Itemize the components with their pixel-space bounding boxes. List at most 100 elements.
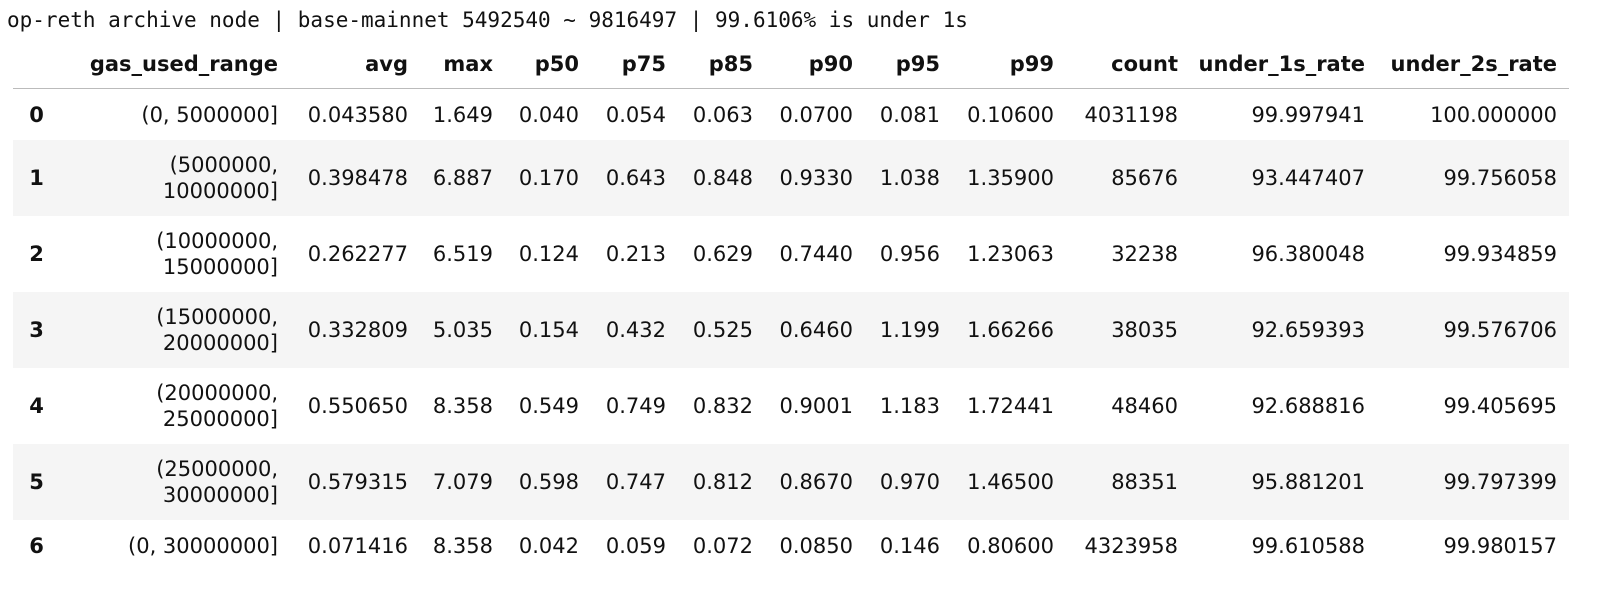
table-cell: 0.970 — [865, 444, 952, 520]
table-cell: 6.519 — [432, 242, 493, 266]
table-row: 6 (0, 30000000] 0.071416 8.358 0.042 0.059 0.0… — [13, 520, 1569, 571]
table-cell: 5.035 — [420, 292, 505, 368]
row-index: 0 — [29, 102, 44, 127]
table-cell: 0.749 — [605, 394, 666, 418]
column-header: p85 — [678, 40, 765, 89]
table-cell: 1.199 — [865, 292, 952, 368]
table-cell: 99.405695 — [1443, 394, 1557, 418]
table-cell: 0.072 — [692, 533, 753, 558]
table-cell: 1.72441 — [967, 394, 1054, 418]
output-title: op-reth archive node | base-mainnet 5492… — [7, 8, 968, 32]
table-cell: 0.043580 — [307, 102, 408, 127]
table-cell: 0.550650 — [307, 394, 408, 418]
table-cell: 96.380048 — [1251, 242, 1365, 266]
column-header: avg — [290, 40, 420, 89]
table-cell: 4031198 — [1084, 102, 1178, 127]
table-cell: 0.7440 — [779, 242, 853, 266]
table-cell: 0.549 — [518, 394, 579, 418]
table-row: 0 (0, 5000000] 0.043580 1.649 0.040 0.054 0.06… — [13, 89, 1569, 141]
range-text: (5000000, 10000000] — [162, 153, 278, 203]
table-cell: 0.747 — [591, 444, 678, 520]
range-cell: (5000000, 10000000] — [60, 140, 290, 216]
range-text: (10000000, 15000000] — [156, 229, 278, 279]
table-cell: 4323958 — [1084, 533, 1178, 558]
column-header: max — [420, 40, 505, 89]
table-cell: 0.598 — [505, 444, 591, 520]
table-row: 3 (15000000, 20000000] 0.332809 5.035 0.154 0… — [13, 292, 1569, 368]
table-cell: 1.23063 — [967, 242, 1054, 266]
table-cell: 99.576706 — [1377, 292, 1569, 368]
table-cell: 0.10600 — [967, 102, 1054, 127]
table-cell: 0.398478 — [290, 140, 420, 216]
table-cell: 0.8670 — [765, 444, 865, 520]
table-body: 0 (0, 5000000] 0.043580 1.649 0.040 0.054 0.06… — [13, 89, 1569, 572]
column-header: gas_used_range — [60, 40, 290, 89]
table-cell: 99.980157 — [1443, 533, 1557, 558]
table-cell: 8.358 — [432, 533, 493, 558]
range-text: (0, 30000000] — [128, 533, 278, 558]
table-cell: 0.146 — [879, 533, 940, 558]
row-index: 2 — [29, 242, 44, 266]
column-header: p50 — [505, 40, 591, 89]
table-cell: 0.081 — [879, 102, 940, 127]
table-cell: 85676 — [1066, 140, 1190, 216]
table-cell: 0.9330 — [765, 140, 865, 216]
table-cell: 0.956 — [879, 242, 940, 266]
range-text: (15000000, 20000000] — [156, 305, 278, 355]
table-cell: 0.0700 — [779, 102, 853, 127]
column-header: p90 — [765, 40, 865, 89]
table-cell: 0.848 — [678, 140, 765, 216]
table-cell: 92.688816 — [1251, 394, 1365, 418]
table-cell: 99.797399 — [1377, 444, 1569, 520]
range-cell: (20000000, 25000000] — [60, 368, 290, 444]
table-row: 2 (10000000, 15000000] 0.262277 6.519 0.124 0… — [13, 216, 1569, 292]
range-text: (20000000, 25000000] — [156, 381, 278, 431]
table-cell: 1.35900 — [952, 140, 1066, 216]
range-cell: (0, 5000000] — [60, 89, 290, 141]
range-text: (0, 5000000] — [141, 102, 278, 127]
range-text: (25000000, 30000000] — [156, 457, 278, 507]
table-cell: 99.756058 — [1377, 140, 1569, 216]
table-cell: 1.183 — [879, 394, 940, 418]
table-cell: 0.579315 — [290, 444, 420, 520]
column-header: count — [1066, 40, 1190, 89]
table-cell: 7.079 — [420, 444, 505, 520]
row-index: 6 — [29, 533, 44, 558]
table-cell: 0.432 — [591, 292, 678, 368]
range-cell: (0, 30000000] — [60, 520, 290, 571]
table-cell: 0.6460 — [765, 292, 865, 368]
table-cell: 0.80600 — [967, 533, 1054, 558]
row-index: 1 — [13, 140, 60, 216]
range-cell: (15000000, 20000000] — [60, 292, 290, 368]
table-cell: 99.997941 — [1251, 102, 1365, 127]
column-header: under_1s_rate — [1190, 40, 1377, 89]
table-cell: 0.262277 — [307, 242, 408, 266]
row-index: 4 — [29, 394, 44, 418]
table-cell: 93.447407 — [1190, 140, 1377, 216]
table-cell: 0.812 — [678, 444, 765, 520]
table-cell: 32238 — [1111, 242, 1178, 266]
table-cell: 99.610588 — [1251, 533, 1365, 558]
table-cell: 92.659393 — [1190, 292, 1377, 368]
table-cell: 0.040 — [518, 102, 579, 127]
table-cell: 0.629 — [692, 242, 753, 266]
table-cell: 0.832 — [692, 394, 753, 418]
table-cell: 0.054 — [605, 102, 666, 127]
row-index: 3 — [13, 292, 60, 368]
index-header — [13, 40, 60, 89]
table-cell: 0.071416 — [307, 533, 408, 558]
data-table: gas_used_range avg max p50 p75 p85 p90 p95 p99 co… — [13, 40, 1569, 571]
column-header: p99 — [952, 40, 1066, 89]
table-cell: 0.525 — [678, 292, 765, 368]
table-cell: 8.358 — [432, 394, 493, 418]
column-header: p95 — [865, 40, 952, 89]
table-row: 4 (20000000, 25000000] 0.550650 8.358 0.549 0… — [13, 368, 1569, 444]
column-header: under_2s_rate — [1377, 40, 1569, 89]
table-cell: 1.66266 — [952, 292, 1066, 368]
row-index: 5 — [13, 444, 60, 520]
table-row: 1 (5000000, 10000000] 0.398478 6.887 0.170 0.… — [13, 140, 1569, 216]
table-cell: 0.063 — [692, 102, 753, 127]
table-row: 5 (25000000, 30000000] 0.579315 7.079 0.598 0… — [13, 444, 1569, 520]
table-cell: 1.038 — [865, 140, 952, 216]
table-cell: 0.124 — [518, 242, 579, 266]
